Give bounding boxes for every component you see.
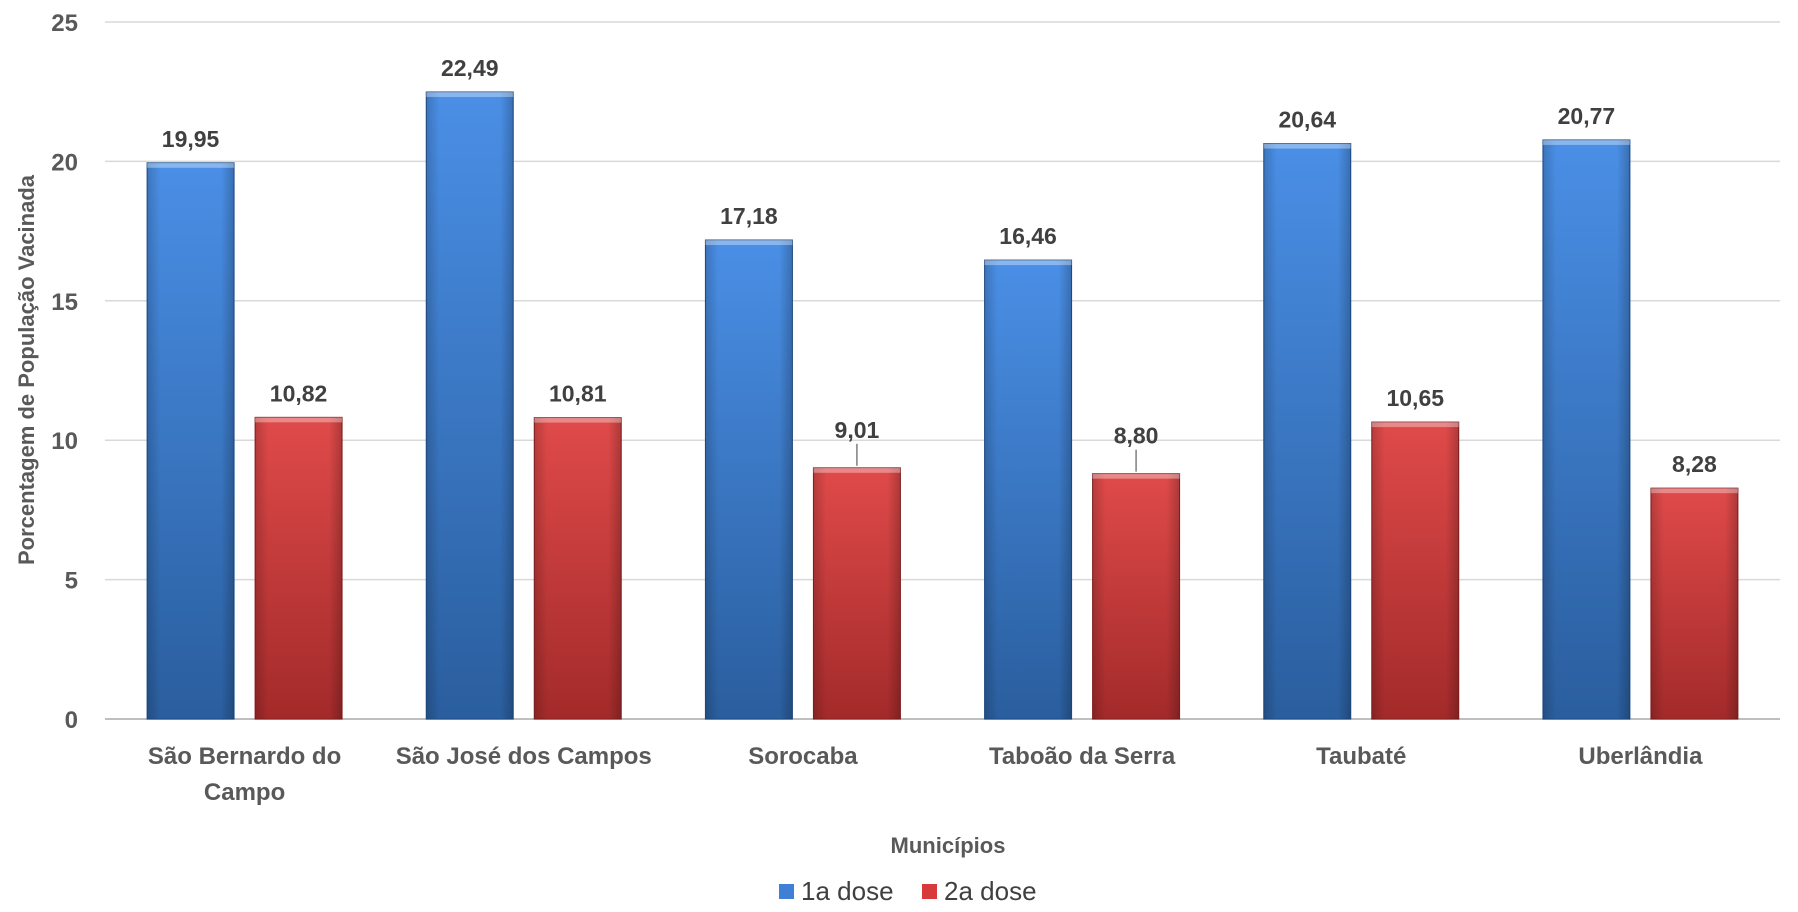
x-tick-label: Taubaté	[1316, 743, 1406, 770]
bar-shading	[426, 91, 514, 719]
data-label-2a-dose: 10,65	[1386, 385, 1444, 411]
x-tick-label: Taboão da Serra	[989, 743, 1176, 770]
x-axis-categories: São Bernardo do Campo São José dos Campos S…	[148, 743, 1703, 806]
data-label-2a-dose: 8,80	[1114, 423, 1159, 449]
y-axis-ticks: 0 5 10 15 20 25	[51, 10, 78, 734]
data-label-1a-dose: 20,64	[1278, 107, 1336, 133]
data-label-1a-dose: 22,49	[441, 55, 499, 81]
x-axis-title: Municípios	[891, 833, 1006, 858]
y-tick-label: 20	[51, 149, 78, 176]
data-label-2a-dose: 10,82	[270, 380, 328, 406]
bar-shading	[1650, 488, 1738, 719]
bar-top-highlight	[147, 162, 235, 168]
data-label-1a-dose: 19,95	[162, 126, 220, 152]
bar-top-highlight	[705, 240, 793, 246]
legend-label-1a-dose: 1a dose	[801, 876, 894, 906]
bar-shading	[147, 162, 235, 719]
x-tick-label: São Bernardo do Campo	[148, 743, 341, 806]
gridlines	[105, 21, 1780, 720]
data-label-1a-dose: 17,18	[720, 203, 778, 229]
bar-shading	[534, 417, 622, 719]
x-tick-label: Sorocaba	[748, 743, 858, 770]
bar-shading	[1092, 473, 1180, 719]
y-tick-label: 10	[51, 428, 78, 455]
bar-shading	[1263, 143, 1351, 720]
legend-label-2a-dose: 2a dose	[944, 876, 1037, 906]
bar-top-highlight	[1650, 488, 1738, 494]
y-tick-label: 15	[51, 289, 78, 316]
data-label-2a-dose: 10,81	[549, 381, 607, 407]
bar-shading	[984, 260, 1072, 719]
legend: 1a dose 2a dose	[779, 876, 1037, 906]
x-tick-label: São José dos Campos	[396, 743, 652, 770]
legend-swatch-2a-dose	[922, 884, 937, 899]
bar-top-highlight	[1092, 473, 1180, 479]
data-label-2a-dose: 8,28	[1672, 451, 1717, 477]
bar-top-highlight	[426, 91, 514, 97]
legend-swatch-1a-dose	[779, 884, 794, 899]
bars	[146, 91, 1739, 720]
bar-shading	[255, 417, 343, 719]
y-tick-label: 25	[51, 10, 78, 37]
bar-top-highlight	[984, 260, 1072, 266]
bar-top-highlight	[255, 417, 343, 423]
y-axis-title: Porcentagem de População Vacinada	[14, 174, 39, 565]
bar-top-highlight	[813, 467, 901, 473]
bar-shading	[705, 240, 793, 719]
data-labels: 19,95 10,82 22,49 10,81 17,18 9,01 16,46 8,80 20…	[162, 55, 1717, 477]
bar-top-highlight	[534, 417, 622, 423]
bar-top-highlight	[1542, 139, 1630, 145]
bar-shading	[1371, 422, 1459, 719]
bar-shading	[1542, 139, 1630, 720]
bar-top-highlight	[1371, 422, 1459, 428]
x-tick-label: Uberlândia	[1578, 743, 1703, 770]
data-label-1a-dose: 20,77	[1558, 103, 1616, 129]
y-tick-label: 0	[65, 707, 78, 734]
data-label-2a-dose: 9,01	[835, 417, 880, 443]
bar-top-highlight	[1263, 143, 1351, 149]
bar-shading	[813, 467, 901, 719]
y-tick-label: 5	[65, 568, 78, 595]
data-label-1a-dose: 16,46	[999, 223, 1057, 249]
